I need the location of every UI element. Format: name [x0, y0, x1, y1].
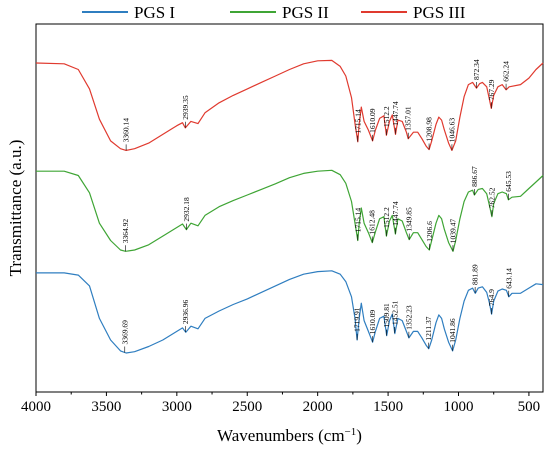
peak-label: 1349.85	[405, 207, 414, 232]
peak-label: 1512.2	[382, 207, 391, 228]
plot-frame	[35, 23, 544, 393]
peak-label: 643.14	[504, 268, 513, 289]
peak-label: 1509.81	[382, 303, 391, 328]
y-axis-title: Transmittance (a.u.)	[6, 140, 25, 277]
peak-label: 1206.6	[425, 221, 434, 242]
peak-label: 764.9	[487, 289, 496, 306]
x-tick-label: 2000	[303, 399, 333, 415]
peak-label: 1208.98	[425, 117, 434, 142]
x-tick-label: 3500	[91, 399, 121, 415]
peak-label: 1612.48	[368, 210, 377, 235]
series-layer	[35, 59, 544, 354]
peak-label: 1512.2	[382, 106, 391, 127]
x-tick-label: 2500	[232, 399, 262, 415]
peak-label: 762.52	[487, 187, 496, 208]
x-axis-title: Wavenumbers (cm−1)	[217, 426, 362, 445]
peak-label: 3364.92	[121, 219, 130, 244]
peak-label: 1715.14	[353, 109, 362, 134]
peak-label: 1211.37	[424, 316, 433, 340]
peak-label: 886.67	[470, 166, 479, 187]
peak-label: 2932.18	[182, 197, 191, 222]
peak-label: 1046.63	[447, 118, 456, 143]
peak-label: 2936.96	[181, 299, 190, 324]
peak-label: 662.24	[502, 61, 511, 82]
legend-label-3: PGS III	[413, 3, 466, 22]
legend-label-1: PGS I	[134, 3, 175, 22]
peak-label: 1610.09	[368, 108, 377, 133]
peak-label: 872.34	[472, 59, 481, 80]
peak-label: 3360.14	[122, 118, 131, 143]
x-tick-label: 500	[518, 399, 541, 415]
legend: PGS I PGS II PGS III	[82, 3, 466, 22]
peak-label: 1447.74	[391, 101, 400, 126]
peak-label: 1452.51	[390, 300, 399, 325]
peak-label: 1610.09	[368, 310, 377, 335]
peak-label: 1715.14	[353, 208, 362, 233]
peak-label: 645.53	[504, 171, 513, 192]
peak-label: 1447.74	[391, 201, 400, 226]
peak-label: 881.89	[471, 264, 480, 285]
peak-label: 2939.35	[181, 95, 190, 120]
peak-label: 1352.23	[404, 305, 413, 330]
peak-label: 1357.01	[404, 106, 413, 131]
peak-annotations: 3369.69 2936.96 1719.91 1610.09 1509.81 1452.…	[120, 59, 513, 353]
series-line-3	[35, 59, 544, 151]
peak-label: 1041.86	[448, 318, 457, 343]
x-tick-label: 1000	[444, 399, 474, 415]
peak-label: 1039.47	[448, 219, 457, 244]
x-tick-label: 3000	[162, 399, 192, 415]
x-axis: 4000 3500 3000 2500 2000 1500 1000 500	[21, 392, 540, 415]
x-tick-label: 4000	[21, 399, 51, 415]
series-line-1	[36, 270, 544, 354]
legend-label-2: PGS II	[282, 3, 329, 22]
series-line-2	[36, 169, 544, 252]
peak-label: 767.29	[487, 79, 496, 100]
peak-label: 1719.91	[353, 307, 362, 332]
peak-label: 3369.69	[120, 320, 129, 345]
x-tick-label: 1500	[373, 399, 403, 415]
